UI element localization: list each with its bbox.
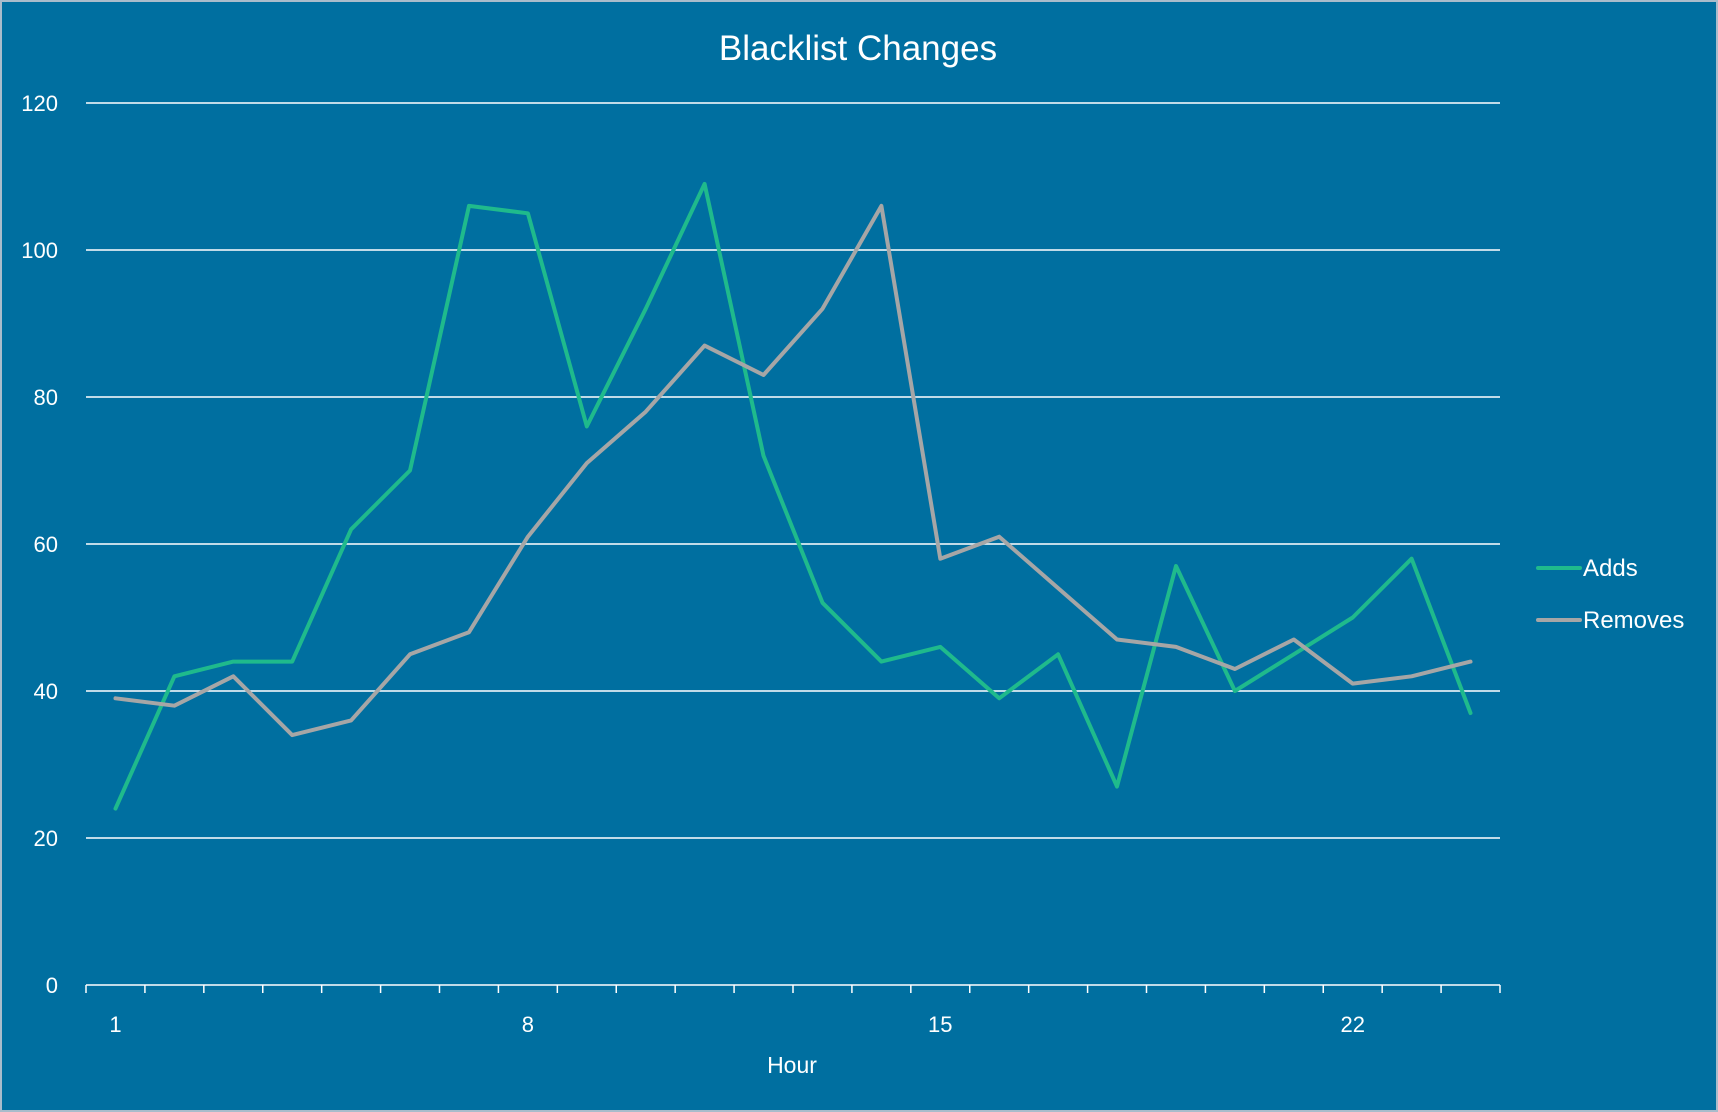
y-tick-label: 60 bbox=[34, 532, 58, 557]
x-axis-tick-labels: 1 8 15 22 bbox=[109, 1012, 1365, 1037]
series-line-adds bbox=[113, 181, 1473, 811]
x-tick-label: 1 bbox=[109, 1012, 121, 1037]
y-tick-label: 80 bbox=[34, 385, 58, 410]
x-tick-label: 15 bbox=[928, 1012, 952, 1037]
x-tick-label: 22 bbox=[1340, 1012, 1364, 1037]
y-tick-label: 100 bbox=[21, 238, 58, 263]
series-lines bbox=[113, 181, 1473, 811]
chart-title: Blacklist Changes bbox=[719, 29, 997, 68]
x-tick-label: 8 bbox=[522, 1012, 534, 1037]
x-axis bbox=[85, 984, 1501, 993]
legend-label-adds: Adds bbox=[1583, 555, 1638, 582]
gridlines bbox=[86, 102, 1500, 839]
y-axis-tick-labels: 0 20 40 60 80 100 120 bbox=[21, 91, 58, 998]
series-line-removes bbox=[113, 203, 1473, 738]
legend: Adds Removes bbox=[1536, 555, 1684, 634]
y-tick-label: 40 bbox=[34, 679, 58, 704]
y-tick-label: 120 bbox=[21, 91, 58, 116]
y-tick-label: 0 bbox=[46, 973, 58, 998]
x-axis-title: Hour bbox=[767, 1052, 817, 1078]
legend-label-removes: Removes bbox=[1583, 607, 1684, 634]
y-tick-label: 20 bbox=[34, 826, 58, 851]
